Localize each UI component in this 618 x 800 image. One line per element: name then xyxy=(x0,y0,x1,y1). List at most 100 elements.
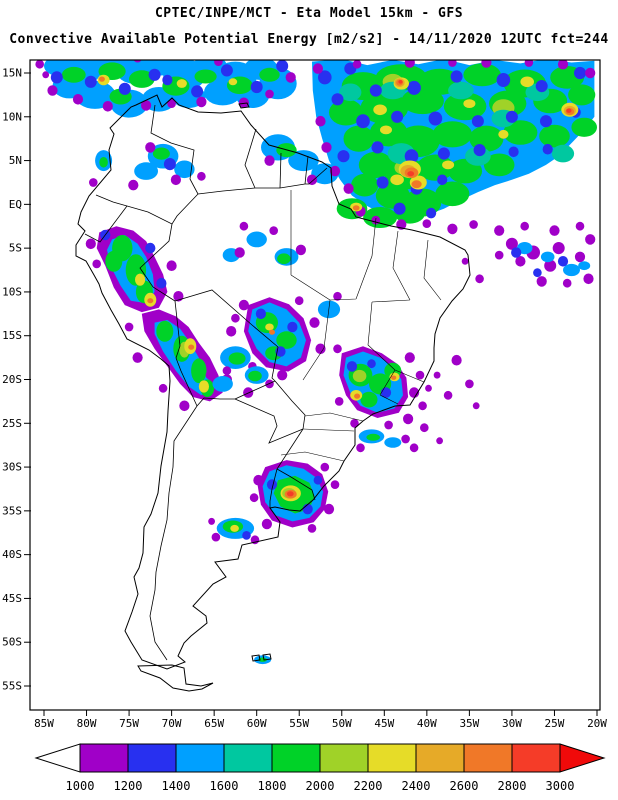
cape-cell xyxy=(585,67,596,79)
cape-cell xyxy=(321,142,332,153)
cape-cell xyxy=(285,72,296,83)
cape-cell xyxy=(339,83,362,102)
lat-label: 55S xyxy=(2,679,22,692)
cape-cell xyxy=(360,391,378,408)
cape-cell xyxy=(447,223,458,235)
cape-cell xyxy=(351,173,379,197)
cape-cell xyxy=(318,70,332,85)
cape-cell xyxy=(72,94,84,105)
cape-cell xyxy=(343,125,375,152)
cape-cell xyxy=(307,524,317,533)
lon-label: 50W xyxy=(332,717,352,730)
cape-cell xyxy=(352,60,362,69)
cape-cell xyxy=(404,60,415,68)
cape-cell xyxy=(197,171,206,181)
colorbar-label: 2000 xyxy=(306,779,335,793)
cape-cell xyxy=(302,503,313,515)
cape-cell xyxy=(511,247,522,258)
cape-cell xyxy=(494,250,504,260)
cape-cell xyxy=(461,257,469,265)
cape-cell xyxy=(320,462,330,472)
chart-title-model: CPTEC/INPE/MCT - Eta Model 15km - GFS xyxy=(154,6,464,21)
cape-cell xyxy=(563,263,580,277)
cape-cell xyxy=(418,401,427,411)
cape-cell xyxy=(384,437,402,448)
cape-cell xyxy=(533,268,542,278)
cape-cell xyxy=(542,143,553,155)
cape-cell xyxy=(549,225,560,236)
cape-cell xyxy=(135,273,146,286)
cape-cell xyxy=(494,225,505,236)
cape-cell xyxy=(145,142,156,153)
cape-cell xyxy=(222,366,232,376)
colorbar-label: 3000 xyxy=(546,779,575,793)
lon-label: 25W xyxy=(545,717,565,730)
colorbar: 1000 1200 1400 1600 1800 2000 2200 2400 2600 2800… xyxy=(34,743,606,793)
cape-cell xyxy=(473,144,486,157)
cape-cell xyxy=(174,160,195,179)
cape-cell xyxy=(463,99,476,108)
cape-cell xyxy=(156,320,174,342)
cape-cell xyxy=(255,308,266,320)
cape-cell xyxy=(481,60,492,68)
lon-label: 70W xyxy=(162,717,182,730)
cape-cell xyxy=(198,380,209,393)
cape-cell xyxy=(295,244,306,256)
lat-label: 15S xyxy=(2,329,22,342)
cape-cell xyxy=(329,99,363,126)
cape-cell xyxy=(367,359,376,369)
colorbar-box xyxy=(271,743,321,773)
cape-cell xyxy=(265,89,274,99)
cape-cell xyxy=(398,80,403,84)
cape-cell xyxy=(334,397,344,406)
lon-label: 85W xyxy=(34,717,54,730)
cape-cell xyxy=(276,60,289,73)
cape-cell xyxy=(540,251,555,263)
cape-cell xyxy=(337,150,350,163)
cape-cell xyxy=(568,84,596,106)
cape-cell xyxy=(288,150,319,172)
cape-cell xyxy=(574,251,586,263)
cape-cell xyxy=(329,165,341,177)
lat-label: EQ xyxy=(9,198,22,211)
cape-cell xyxy=(61,66,86,83)
cape-cell xyxy=(287,321,298,333)
islands-outline xyxy=(137,102,272,692)
cape-cell xyxy=(539,124,570,148)
cape-cell xyxy=(264,155,275,166)
cape-cell xyxy=(35,60,44,69)
colorbar-box xyxy=(79,743,129,773)
cape-cell xyxy=(346,361,358,372)
cape-cell xyxy=(356,443,365,453)
cape-cell xyxy=(99,157,108,168)
cape-cell xyxy=(401,87,444,115)
cape-cell xyxy=(391,375,397,380)
cape-cell xyxy=(469,220,478,229)
cape-cell xyxy=(84,75,97,88)
cape-cell xyxy=(583,273,594,285)
cape-cell xyxy=(330,480,340,489)
cape-cell xyxy=(315,343,326,355)
cape-cell xyxy=(250,80,263,94)
colorbar-label: 1800 xyxy=(258,779,287,793)
lat-label: 25S xyxy=(2,417,22,430)
colorbar-box xyxy=(127,743,177,773)
cape-cell xyxy=(380,125,392,135)
cape-cell xyxy=(475,274,484,284)
colorbar-label: 2600 xyxy=(450,779,479,793)
cape-cell xyxy=(212,376,233,392)
lat-label: 35S xyxy=(2,504,22,517)
cape-cell xyxy=(258,657,267,662)
cape-cell xyxy=(352,205,360,211)
cape-cell xyxy=(420,423,429,433)
cape-cell xyxy=(231,313,240,323)
cape-cell xyxy=(585,234,596,245)
cape-cell xyxy=(286,491,294,497)
cape-cell xyxy=(277,369,288,381)
lat-label: 15N xyxy=(2,67,22,80)
cape-cell xyxy=(557,60,569,70)
cape-cell xyxy=(366,433,381,441)
cape-cell xyxy=(416,154,455,181)
lat-label: 10N xyxy=(2,110,22,123)
